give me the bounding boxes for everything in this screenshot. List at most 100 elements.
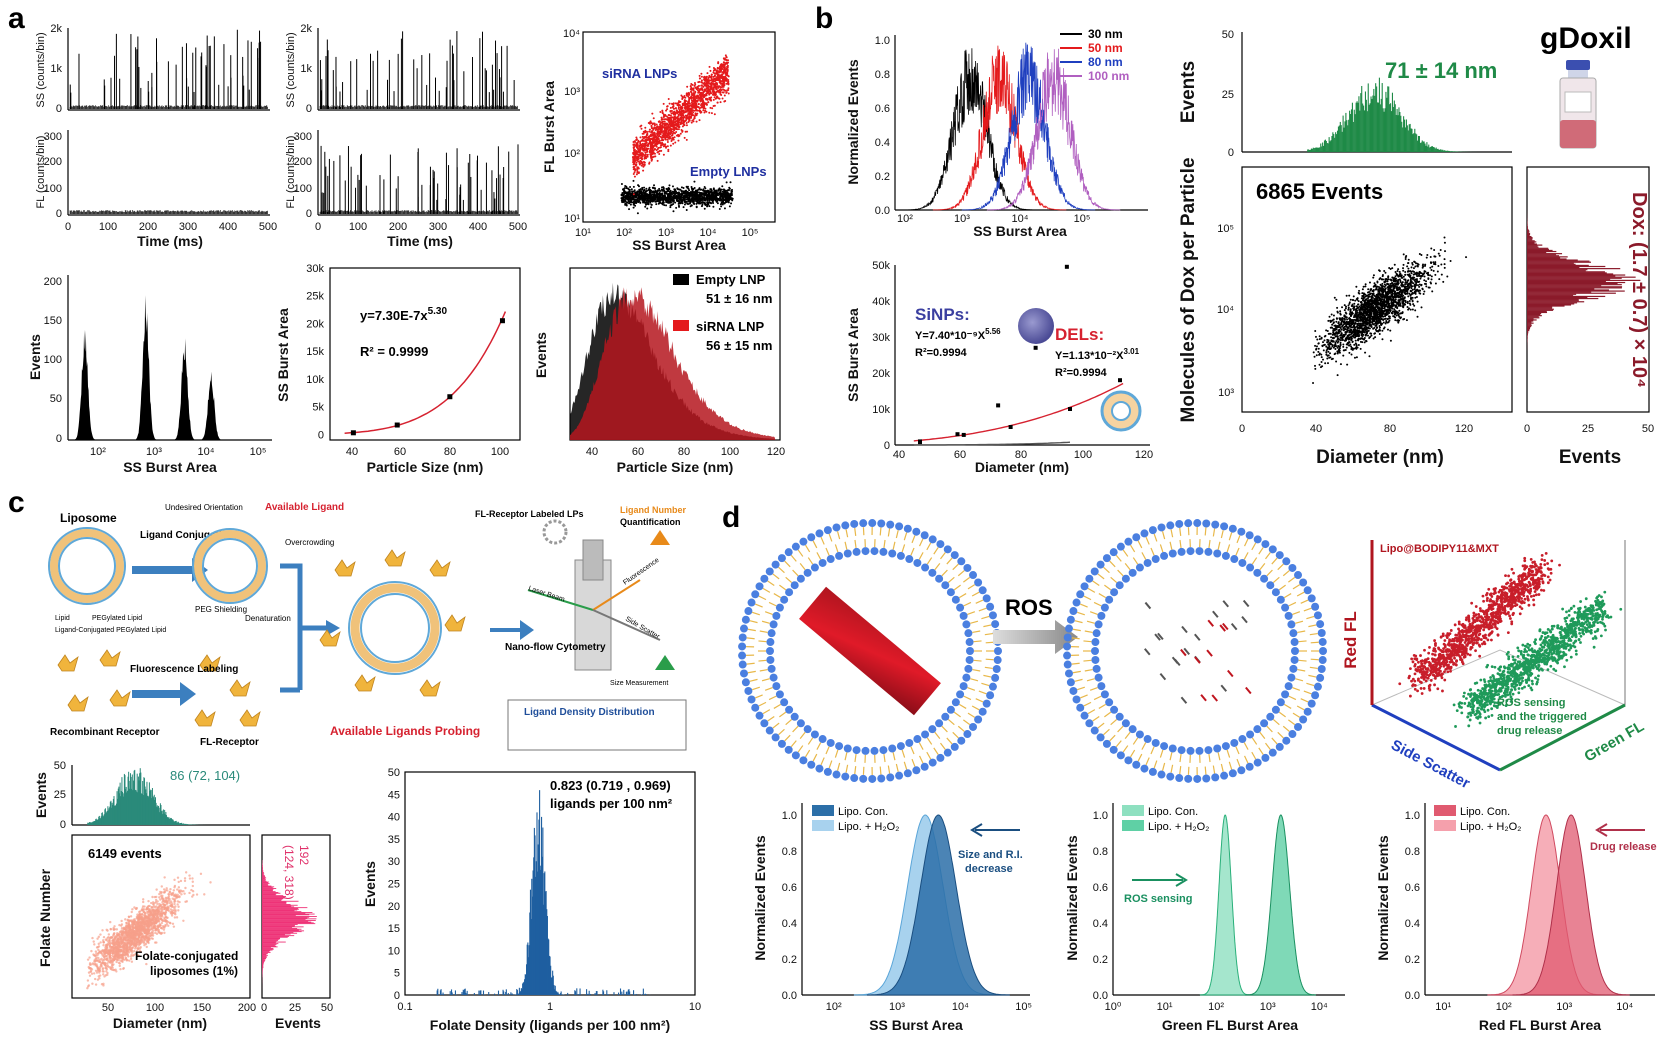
point [1407, 283, 1410, 286]
legend-label: 80 nm [1088, 55, 1123, 69]
point [1423, 290, 1426, 293]
data-point [961, 432, 966, 437]
tick-label: 1k [300, 63, 312, 75]
point-empty [704, 190, 707, 193]
point [1335, 360, 1338, 363]
point-sirna [723, 57, 726, 60]
point [1384, 309, 1387, 312]
tick-label: 0 [315, 221, 321, 233]
point-empty [663, 190, 666, 193]
point-sirna [722, 91, 725, 94]
point-empty [635, 196, 638, 199]
point-sirna [648, 128, 651, 131]
point [1323, 343, 1326, 346]
point-empty [685, 195, 688, 198]
point-empty [657, 202, 660, 205]
point-empty [662, 201, 665, 204]
point-empty [672, 195, 675, 198]
point-empty [646, 207, 649, 210]
point [1407, 267, 1410, 270]
tick-label: 0.6 [875, 103, 890, 115]
point-empty [712, 202, 715, 205]
tick-label: 60 [632, 446, 644, 458]
point-empty [628, 202, 631, 205]
point [1313, 355, 1316, 358]
point-sirna [723, 68, 726, 71]
point-sirna [650, 153, 653, 156]
point-sirna [660, 124, 663, 127]
point-sirna [716, 66, 719, 69]
point-sirna [658, 120, 661, 123]
point-empty [623, 187, 626, 190]
point-empty [717, 188, 720, 191]
point-empty [725, 181, 728, 184]
point-sirna [722, 75, 725, 78]
point-empty [648, 194, 651, 197]
point-sirna [687, 118, 690, 121]
point-sirna [724, 89, 727, 92]
point-sirna [715, 96, 718, 99]
tick-label: 25 [1222, 89, 1234, 101]
point-empty [685, 208, 688, 211]
point-sirna [714, 93, 717, 96]
point-sirna [651, 138, 654, 141]
point [1349, 298, 1352, 301]
tick-label: 200 [44, 156, 62, 168]
point-empty [630, 188, 633, 191]
point-sirna [703, 93, 706, 96]
point-sirna [667, 125, 670, 128]
point-sirna [679, 106, 682, 109]
point-sirna [688, 110, 691, 113]
tick-label: 10³ [146, 446, 162, 458]
point-empty [700, 197, 703, 200]
y-axis-label: Events [533, 332, 549, 378]
point [1361, 292, 1364, 295]
tick-label: 100 [1074, 449, 1092, 461]
fit-r2: R² = 0.9999 [360, 344, 428, 359]
point-empty [723, 207, 726, 210]
point-empty [671, 185, 674, 188]
point-empty [679, 202, 682, 205]
point-empty [678, 193, 681, 196]
point-sirna [659, 111, 662, 114]
point [1363, 331, 1366, 334]
series-label-sirna: siRNA LNPs [602, 66, 677, 81]
point-sirna [712, 98, 715, 101]
tick-label: 80 [678, 446, 690, 458]
point-sirna [692, 103, 695, 106]
hist-bars [68, 295, 268, 440]
point-empty [690, 186, 693, 189]
point [1354, 339, 1357, 342]
point-sirna [715, 70, 718, 73]
point-empty [726, 200, 729, 203]
point-sirna [684, 96, 687, 99]
point-sirna [674, 141, 677, 144]
trace-spikes [69, 29, 268, 109]
point [1374, 328, 1377, 331]
point-sirna [654, 155, 657, 158]
point-sirna [666, 105, 669, 108]
point-empty [633, 198, 636, 201]
point-sirna [690, 99, 693, 102]
legend-label: Empty LNP [696, 272, 766, 287]
y-axis-label: SS Burst Area [275, 308, 291, 402]
point-empty [663, 204, 666, 207]
point-sirna [715, 90, 718, 93]
point [1341, 306, 1344, 309]
point-sirna [661, 118, 664, 121]
point-empty [625, 185, 628, 188]
point-sirna [651, 123, 654, 126]
y-axis-label: SS (counts/bin) [285, 32, 297, 107]
point [1399, 304, 1402, 307]
point-empty [678, 205, 681, 208]
point-empty [691, 187, 694, 190]
point-sirna [669, 106, 672, 109]
point-empty [670, 203, 673, 206]
point-sirna [636, 153, 639, 156]
point [1412, 273, 1415, 276]
point-empty [712, 194, 715, 197]
point-sirna [717, 61, 720, 64]
point-empty [723, 202, 726, 205]
point [1422, 293, 1425, 296]
point-sirna [659, 131, 662, 134]
